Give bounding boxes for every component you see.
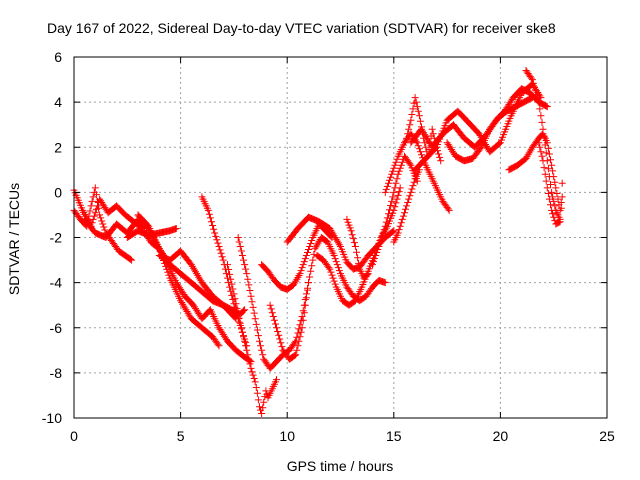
x-tick-label: 5	[177, 428, 185, 444]
x-tick-label: 15	[386, 428, 402, 444]
x-axis-label: GPS time / hours	[287, 458, 394, 474]
series-track-24	[535, 139, 566, 228]
y-tick-label: -8	[50, 365, 63, 381]
series-track-10	[258, 220, 336, 293]
series-track-17	[390, 166, 423, 246]
series-track-8	[224, 261, 280, 417]
series-track-4	[123, 225, 180, 241]
series-track-22	[505, 130, 564, 214]
x-tick-label: 25	[599, 428, 615, 444]
series-track-21	[443, 94, 536, 165]
chart-title: Day 167 of 2022, Sidereal Day-to-day VTE…	[47, 20, 556, 36]
x-tick-label: 20	[493, 428, 509, 444]
y-axis-label: SDTVAR / TECUs	[6, 183, 22, 295]
series-track-23	[522, 67, 566, 223]
y-tick-label: 6	[54, 49, 62, 65]
series-track-11	[266, 234, 389, 363]
x-tick-label: 0	[70, 428, 78, 444]
y-tick-label: -2	[50, 230, 63, 246]
axis-ticks: 0 5 10 15 20 25 -10 -8 -6 -4 -2 0 2 4 6	[42, 49, 615, 444]
series-track-15	[369, 152, 421, 269]
y-tick-label: 2	[54, 139, 62, 155]
y-tick-label: -4	[50, 275, 63, 291]
series-track-14	[343, 215, 372, 282]
y-tick-label: -10	[42, 410, 62, 426]
y-tick-label: -6	[50, 320, 63, 336]
x-tick-label: 10	[279, 428, 295, 444]
y-tick-label: 4	[54, 94, 62, 110]
y-tick-label: 0	[54, 184, 62, 200]
